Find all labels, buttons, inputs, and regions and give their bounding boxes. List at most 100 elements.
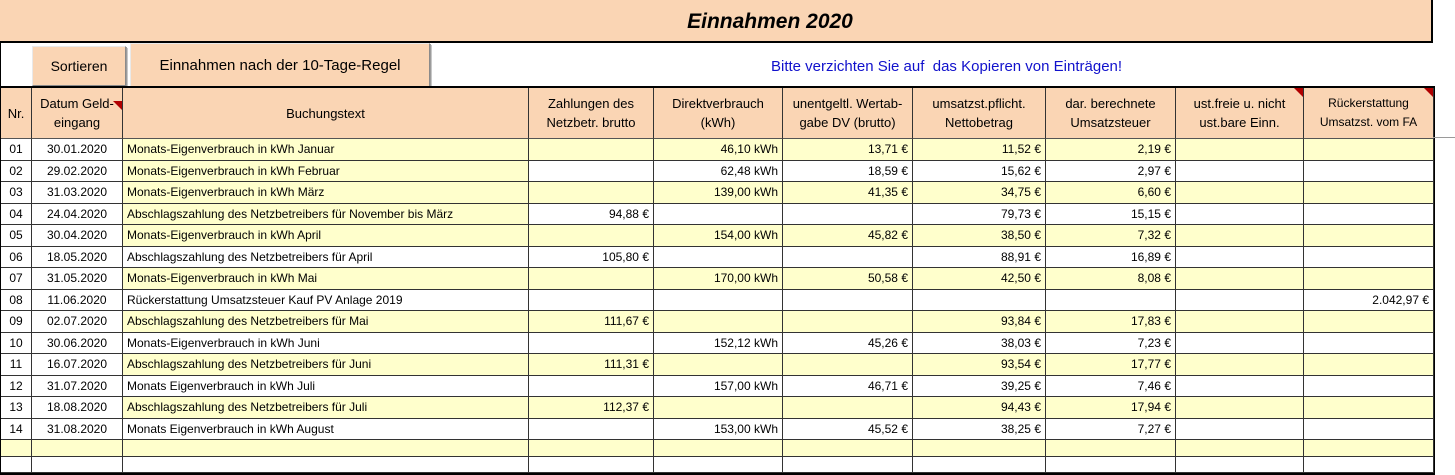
header-cell-wertabgabe[interactable]: unentgeltl. Wertab- gabe DV (brutto) [783, 88, 913, 139]
cell-direktverbrauch[interactable] [654, 289, 783, 311]
cell-datum[interactable]: 11.06.2020 [32, 289, 123, 311]
cell-nettobetrag[interactable]: 38,03 € [913, 332, 1046, 354]
cell-nr[interactable]: 04 [1, 203, 32, 225]
cell-empty[interactable] [783, 440, 913, 457]
cell-zahlungen[interactable]: 111,31 € [529, 354, 654, 376]
cell-empty[interactable] [913, 457, 1046, 473]
sort-button[interactable]: Sortieren [32, 46, 126, 86]
cell-nr[interactable]: 14 [1, 418, 32, 440]
cell-nettobetrag[interactable]: 79,73 € [913, 203, 1046, 225]
cell-direktverbrauch[interactable]: 62,48 kWh [654, 160, 783, 182]
cell-nettobetrag[interactable]: 34,75 € [913, 182, 1046, 204]
cell-nettobetrag[interactable]: 88,91 € [913, 246, 1046, 268]
cell-nr[interactable]: 06 [1, 246, 32, 268]
cell-ustfrei[interactable] [1176, 397, 1304, 419]
cell-ustfrei[interactable] [1176, 225, 1304, 247]
cell-direktverbrauch[interactable]: 154,00 kWh [654, 225, 783, 247]
cell-rueckerstattung[interactable] [1304, 375, 1434, 397]
cell-rueckerstattung[interactable] [1304, 418, 1434, 440]
cell-ustfrei[interactable] [1176, 418, 1304, 440]
cell-direktverbrauch[interactable] [654, 311, 783, 333]
cell-empty[interactable] [1, 457, 32, 473]
cell-datum[interactable]: 31.08.2020 [32, 418, 123, 440]
cell-nr[interactable]: 02 [1, 160, 32, 182]
cell-nettobetrag[interactable]: 94,43 € [913, 397, 1046, 419]
cell-umsatzsteuer[interactable]: 17,77 € [1046, 354, 1176, 376]
cell-buchungstext[interactable]: Monats-Eigenverbrauch in kWh April [123, 225, 529, 247]
cell-rueckerstattung[interactable] [1304, 332, 1434, 354]
cell-empty[interactable] [1046, 457, 1176, 473]
cell-ustfrei[interactable] [1176, 203, 1304, 225]
cell-umsatzsteuer[interactable]: 7,27 € [1046, 418, 1176, 440]
cell-direktverbrauch[interactable]: 157,00 kWh [654, 375, 783, 397]
cell-rueckerstattung[interactable] [1304, 225, 1434, 247]
cell-wertabgabe[interactable]: 46,71 € [783, 375, 913, 397]
cell-wertabgabe[interactable]: 45,82 € [783, 225, 913, 247]
cell-direktverbrauch[interactable] [654, 246, 783, 268]
ten-day-rule-button[interactable]: Einnahmen nach der 10-Tage-Regel [130, 43, 430, 87]
cell-wertabgabe[interactable] [783, 397, 913, 419]
cell-nr[interactable]: 07 [1, 268, 32, 290]
cell-umsatzsteuer[interactable]: 16,89 € [1046, 246, 1176, 268]
cell-umsatzsteuer[interactable]: 2,97 € [1046, 160, 1176, 182]
cell-zahlungen[interactable] [529, 375, 654, 397]
cell-zahlungen[interactable]: 111,67 € [529, 311, 654, 333]
cell-direktverbrauch[interactable] [654, 354, 783, 376]
cell-wertabgabe[interactable]: 41,35 € [783, 182, 913, 204]
cell-ustfrei[interactable] [1176, 160, 1304, 182]
cell-umsatzsteuer[interactable]: 8,08 € [1046, 268, 1176, 290]
cell-nettobetrag[interactable]: 93,84 € [913, 311, 1046, 333]
cell-umsatzsteuer[interactable] [1046, 289, 1176, 311]
cell-rueckerstattung[interactable] [1304, 246, 1434, 268]
cell-datum[interactable]: 02.07.2020 [32, 311, 123, 333]
cell-buchungstext[interactable]: Monats-Eigenverbrauch in kWh Februar [123, 160, 529, 182]
cell-umsatzsteuer[interactable]: 7,23 € [1046, 332, 1176, 354]
cell-ustfrei[interactable] [1176, 246, 1304, 268]
cell-empty[interactable] [1304, 457, 1434, 473]
cell-rueckerstattung[interactable] [1304, 203, 1434, 225]
cell-rueckerstattung[interactable] [1304, 397, 1434, 419]
cell-buchungstext[interactable]: Monats-Eigenverbrauch in kWh Januar [123, 139, 529, 161]
cell-buchungstext[interactable]: Abschlagszahlung des Netzbetreibers für … [123, 203, 529, 225]
cell-umsatzsteuer[interactable]: 7,32 € [1046, 225, 1176, 247]
cell-rueckerstattung[interactable]: 2.042,97 € [1304, 289, 1434, 311]
cell-empty[interactable] [783, 457, 913, 473]
cell-empty[interactable] [654, 440, 783, 457]
cell-wertabgabe[interactable] [783, 289, 913, 311]
cell-zahlungen[interactable] [529, 160, 654, 182]
cell-nettobetrag[interactable]: 38,25 € [913, 418, 1046, 440]
cell-nettobetrag[interactable] [913, 289, 1046, 311]
cell-buchungstext[interactable]: Abschlagszahlung des Netzbetreibers für … [123, 354, 529, 376]
cell-ustfrei[interactable] [1176, 311, 1304, 333]
cell-empty[interactable] [123, 457, 529, 473]
cell-empty[interactable] [1176, 440, 1304, 457]
cell-buchungstext[interactable]: Monats Eigenverbrauch in kWh Juli [123, 375, 529, 397]
cell-nr[interactable]: 08 [1, 289, 32, 311]
cell-wertabgabe[interactable]: 13,71 € [783, 139, 913, 161]
cell-direktverbrauch[interactable]: 170,00 kWh [654, 268, 783, 290]
cell-empty[interactable] [32, 440, 123, 457]
cell-datum[interactable]: 24.04.2020 [32, 203, 123, 225]
cell-ustfrei[interactable] [1176, 375, 1304, 397]
cell-datum[interactable]: 30.01.2020 [32, 139, 123, 161]
cell-zahlungen[interactable] [529, 418, 654, 440]
cell-datum[interactable]: 31.03.2020 [32, 182, 123, 204]
cell-rueckerstattung[interactable] [1304, 268, 1434, 290]
cell-zahlungen[interactable]: 105,80 € [529, 246, 654, 268]
cell-direktverbrauch[interactable]: 153,00 kWh [654, 418, 783, 440]
cell-wertabgabe[interactable]: 50,58 € [783, 268, 913, 290]
header-cell-nr[interactable]: Nr. [1, 88, 32, 139]
cell-nettobetrag[interactable]: 39,25 € [913, 375, 1046, 397]
cell-nr[interactable]: 05 [1, 225, 32, 247]
cell-zahlungen[interactable]: 112,37 € [529, 397, 654, 419]
cell-zahlungen[interactable] [529, 289, 654, 311]
cell-zahlungen[interactable]: 94,88 € [529, 203, 654, 225]
cell-wertabgabe[interactable]: 45,52 € [783, 418, 913, 440]
cell-rueckerstattung[interactable] [1304, 182, 1434, 204]
cell-ustfrei[interactable] [1176, 289, 1304, 311]
header-cell-datum[interactable]: Datum Geld- eingang [32, 88, 123, 139]
cell-nettobetrag[interactable]: 11,52 € [913, 139, 1046, 161]
cell-direktverbrauch[interactable] [654, 397, 783, 419]
cell-umsatzsteuer[interactable]: 15,15 € [1046, 203, 1176, 225]
cell-direktverbrauch[interactable]: 152,12 kWh [654, 332, 783, 354]
